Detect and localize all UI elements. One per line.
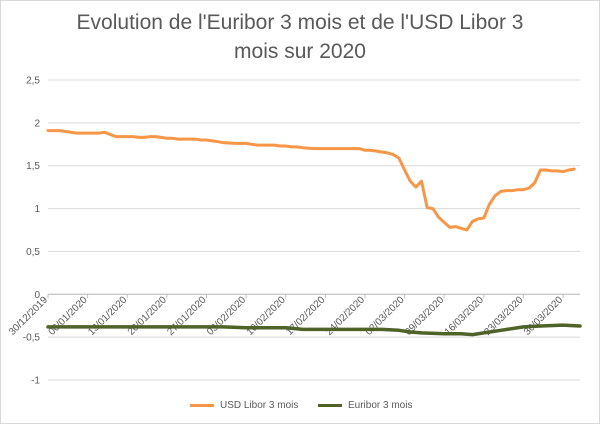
x-tick-label: 06/01/2020 (47, 294, 90, 337)
x-tick-label: 17/02/2020 (284, 294, 327, 337)
x-tick-label: 13/01/2020 (86, 294, 129, 337)
x-tick-label: 10/02/2020 (245, 294, 288, 337)
y-tick-label: 0,5 (26, 247, 40, 258)
legend-label-usd-libor: USD Libor 3 mois (220, 399, 299, 411)
x-tick-label: 20/01/2020 (126, 294, 169, 337)
legend: USD Libor 3 mois Euribor 3 mois (0, 395, 600, 415)
legend-swatch-euribor (318, 403, 342, 407)
x-tick-label: 16/03/2020 (443, 294, 486, 337)
x-tick-label: 03/02/2020 (205, 294, 248, 337)
legend-swatch-usd-libor (190, 403, 214, 407)
x-tick-label: 30/03/2020 (522, 294, 565, 337)
series-line-euribor (46, 323, 582, 337)
y-tick-label: 0 (34, 290, 40, 301)
legend-item-usd-libor: USD Libor 3 mois (190, 395, 298, 415)
y-tick-label: -1 (31, 376, 40, 387)
chart-title: Evolution de l'Euribor 3 mois et de l'US… (40, 8, 560, 66)
series-line-usd-libor (46, 129, 576, 232)
chart-title-line-2: mois sur 2020 (234, 40, 366, 63)
legend-item-euribor: Euribor 3 mois (318, 395, 412, 415)
y-tick-label: 2 (34, 118, 40, 129)
x-tick-label: 27/01/2020 (165, 294, 208, 337)
y-tick-label: 1,5 (26, 161, 40, 172)
legend-label-euribor: Euribor 3 mois (348, 399, 413, 411)
y-tick-label: 1 (34, 204, 40, 215)
y-tick-label: 2,5 (26, 76, 40, 87)
x-tick-label: 30/12/2019 (7, 294, 50, 337)
chart-title-line-1: Evolution de l'Euribor 3 mois et de l'US… (76, 11, 524, 34)
y-tick-label: -0,5 (23, 333, 41, 344)
x-tick-label: 24/02/2020 (324, 294, 367, 337)
